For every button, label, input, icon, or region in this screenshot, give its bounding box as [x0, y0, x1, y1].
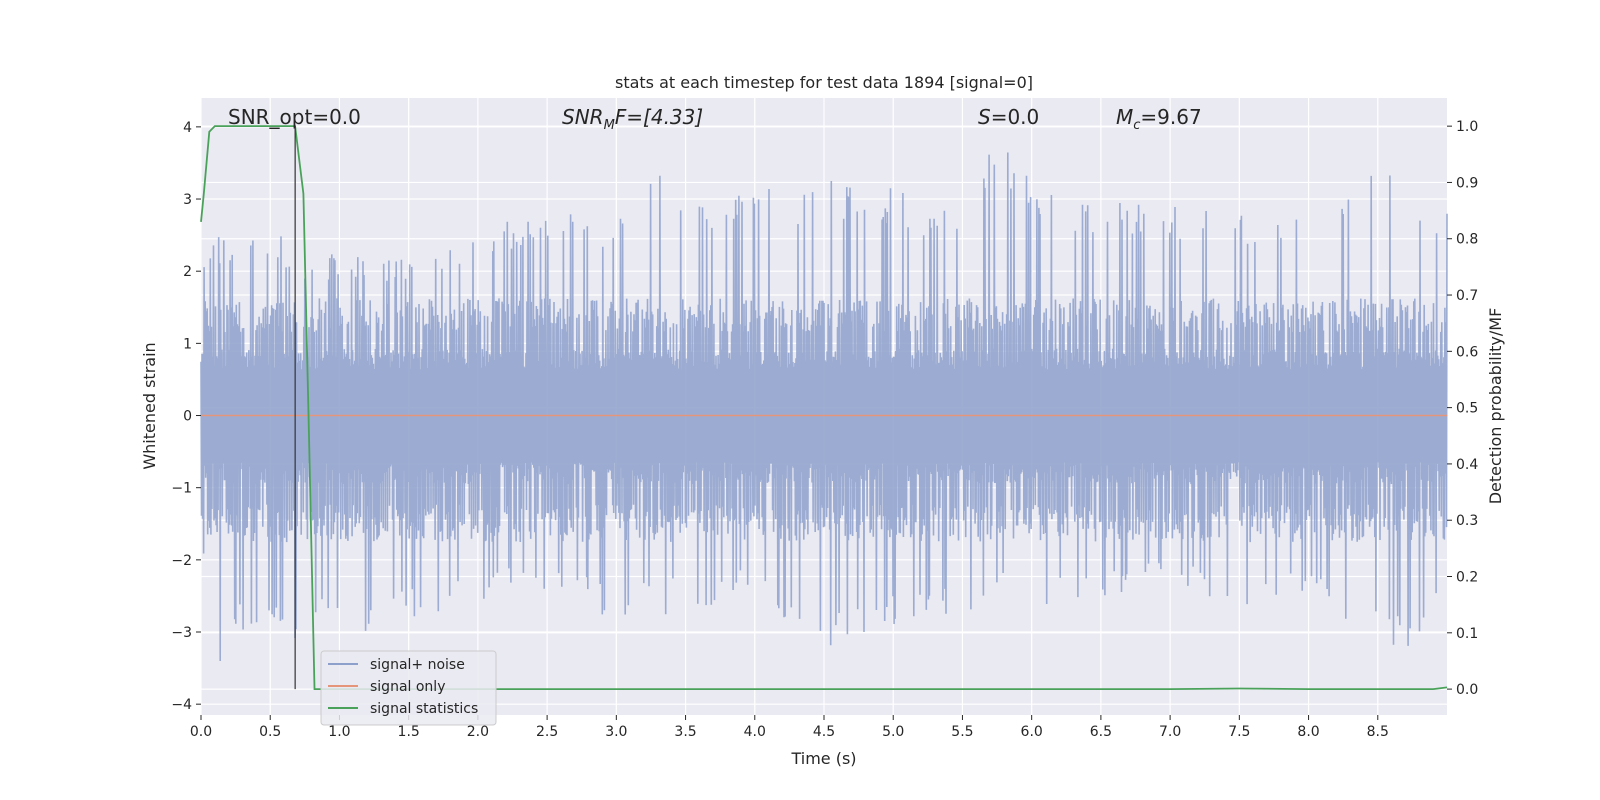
y-axis-ticks: −4 −3 −2 −1 0 1 2 3 4	[171, 120, 201, 713]
y-right-tick-label: 0.2	[1456, 570, 1478, 586]
x-tick-label: 2.5	[536, 724, 558, 740]
x-tick-label: 0.0	[190, 724, 212, 740]
y-tick-label: −4	[171, 697, 192, 713]
annotation-mc-rest: =9.67	[1140, 105, 1201, 129]
annotation-snr-mf: SNRMF=[4.33]	[562, 105, 703, 133]
annotation-snr-mf-sub: M	[604, 118, 615, 133]
x-tick-label: 2.0	[467, 724, 489, 740]
x-tick-label: 5.5	[951, 724, 973, 740]
legend-label-statistics: signal statistics	[370, 701, 478, 717]
y-right-tick-label: 0.7	[1456, 288, 1478, 304]
x-tick-label: 6.5	[1090, 724, 1112, 740]
noise-series	[200, 152, 1448, 662]
y-tick-label: 4	[183, 120, 192, 136]
y-right-tick-label: 0.6	[1456, 344, 1478, 360]
x-tick-label: 4.5	[813, 724, 835, 740]
y-axis-label: Whitened strain	[140, 342, 159, 469]
y-right-tick-label: 0.0	[1456, 682, 1478, 698]
y-right-tick-label: 0.4	[1456, 457, 1478, 473]
x-tick-label: 7.5	[1228, 724, 1250, 740]
y-tick-label: −3	[171, 625, 192, 641]
legend-box	[320, 650, 497, 726]
x-tick-label: 6.0	[1021, 724, 1043, 740]
y-axis-right-ticks: 0.0 0.1 0.2 0.3 0.4 0.5 0.6 0.7 0.8 0.9 1.0	[1447, 119, 1478, 698]
y-right-tick-label: 0.1	[1456, 626, 1478, 642]
y-right-tick-label: 0.9	[1456, 175, 1478, 191]
legend: signal+ noise signal only signal statist…	[320, 650, 497, 726]
x-tick-label: 4.0	[744, 724, 766, 740]
x-axis-ticks: 0.0 0.5 1.0 1.5 2.0 2.5 3.0 3.5 4.0 4.5 5.0 5.5 6.0 6…	[190, 715, 1389, 740]
annotation-snr-mf-rest: F=[4.33]	[615, 105, 703, 129]
x-axis-label: Time (s)	[790, 749, 856, 768]
y-tick-label: 0	[183, 409, 192, 425]
x-tick-label: 7.0	[1159, 724, 1181, 740]
x-tick-label: 0.5	[259, 724, 281, 740]
y-tick-label: 3	[183, 192, 192, 208]
annotation-snr-opt: SNR_opt=0.0	[228, 105, 361, 129]
annotation-mc: Mc=9.67	[1116, 105, 1202, 133]
x-tick-label: 5.0	[882, 724, 904, 740]
y-tick-label: 2	[183, 264, 192, 280]
y-right-tick-label: 0.8	[1456, 232, 1478, 248]
annotation-s-main: S	[978, 105, 991, 129]
annotation-mc-main: M	[1116, 105, 1133, 129]
y-tick-label: 1	[183, 336, 192, 352]
x-tick-label: 1.0	[328, 724, 350, 740]
legend-label-signal: signal only	[370, 679, 445, 695]
y-tick-label: −2	[171, 553, 192, 569]
y-right-tick-label: 0.3	[1456, 513, 1478, 529]
x-tick-label: 1.5	[398, 724, 420, 740]
annotation-snr-mf-main: SNR	[562, 105, 604, 129]
y-right-tick-label: 0.5	[1456, 401, 1478, 417]
y-right-tick-label: 1.0	[1456, 119, 1478, 135]
x-tick-label: 3.5	[674, 724, 696, 740]
series-signal-noise	[200, 152, 1448, 662]
x-tick-label: 8.5	[1367, 724, 1389, 740]
y-axis-right-label: Detection probability/MF	[1486, 308, 1505, 505]
x-tick-label: 3.0	[605, 724, 627, 740]
y-tick-label: −1	[171, 481, 192, 497]
x-tick-label: 8.0	[1297, 724, 1319, 740]
chart-title: stats at each timestep for test data 189…	[615, 73, 1033, 92]
annotation-s-rest: =0.0	[991, 105, 1040, 129]
annotation-s: S=0.0	[978, 105, 1039, 129]
annotation-mc-sub: c	[1133, 118, 1140, 133]
legend-label-noise: signal+ noise	[370, 657, 465, 673]
